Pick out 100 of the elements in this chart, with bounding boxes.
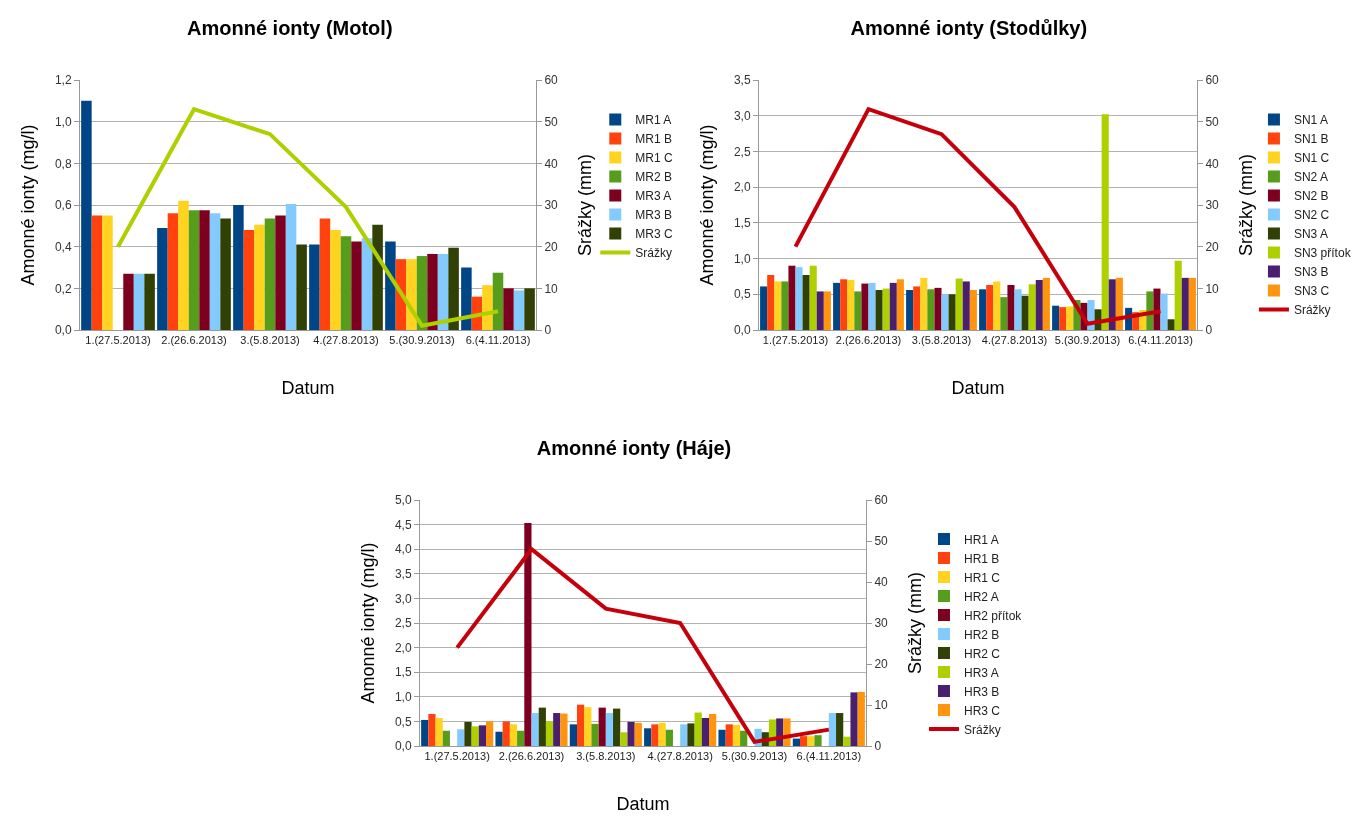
legend-label: SN1 C — [1293, 151, 1330, 166]
bar — [569, 724, 577, 746]
y-tick-label: 1,5 — [733, 216, 751, 231]
y-tick-label: 4,5 — [394, 517, 412, 532]
bar — [816, 291, 824, 330]
bar — [969, 290, 977, 330]
bar — [503, 288, 514, 330]
bar — [701, 717, 710, 746]
y-tick-label: 1,5 — [394, 665, 412, 680]
y-axis-title: Amonné ionty (mg/l) — [18, 124, 38, 286]
bar — [167, 213, 179, 330]
y-tick-label: 3,0 — [733, 108, 751, 123]
bar — [906, 290, 914, 330]
bar — [788, 265, 796, 330]
bar — [934, 287, 942, 330]
legend-label: Srážky — [963, 722, 1001, 737]
bar — [861, 283, 869, 330]
bar — [781, 281, 789, 330]
y-axis-title: Amonné ionty (mg/l) — [697, 124, 717, 286]
y-tick-label: 2,0 — [733, 180, 751, 195]
legend-label: HR3 C — [963, 703, 1001, 718]
bar — [1059, 307, 1067, 330]
bar — [854, 291, 862, 330]
y-tick-label: 0,0 — [394, 739, 412, 754]
legend-label: SN3 B — [1293, 265, 1329, 280]
y2-tick-label: 0 — [1205, 323, 1213, 338]
bar — [102, 215, 113, 330]
bar — [889, 282, 897, 330]
bar — [979, 289, 987, 330]
legend-label: SN3 C — [1293, 284, 1330, 299]
x-tick-label: 1.(27.5.2013) — [424, 750, 490, 763]
chart-title: Amonné ionty (Stodůlky) — [850, 17, 1088, 39]
bar — [1066, 306, 1074, 330]
bar — [1035, 280, 1043, 330]
bar — [524, 288, 535, 330]
bar — [792, 738, 800, 746]
legend-label: MR1 B — [635, 132, 672, 147]
x-tick-label: 4.(27.8.2013) — [313, 334, 379, 347]
bar — [1153, 288, 1161, 330]
x-tick-label: 2.(26.6.2013) — [835, 334, 902, 347]
x-tick-label: 1.(27.5.2013) — [85, 334, 151, 347]
bar — [1007, 285, 1015, 330]
legend-label: HR1 B — [963, 551, 1000, 566]
bar — [471, 726, 479, 746]
bar — [809, 265, 817, 330]
x-tick-label: 6.(4.11.2013) — [465, 334, 531, 347]
bar — [188, 210, 200, 330]
bar — [644, 728, 652, 746]
bar — [220, 218, 231, 330]
bar — [296, 244, 307, 330]
bar — [875, 290, 883, 330]
x-axis-title: Datum — [951, 378, 1005, 398]
y-tick-label: 2,5 — [394, 616, 412, 631]
bar — [442, 730, 450, 746]
y-axis-title: Amonné ionty (mg/l) — [358, 542, 378, 704]
legend-label: SN3 A — [1293, 227, 1328, 242]
y2-tick-label: 50 — [1205, 114, 1220, 129]
legend-label: HR2 B — [963, 627, 1000, 642]
line-series — [793, 107, 1163, 326]
y-tick-label: 0,5 — [394, 714, 412, 729]
x-tick-label: 3.(5.8.2013) — [911, 334, 972, 347]
bar — [718, 729, 726, 746]
bar — [502, 721, 510, 746]
y2-tick-label: 30 — [874, 616, 889, 631]
bar — [199, 210, 210, 330]
bar — [1014, 289, 1022, 330]
bar — [513, 290, 525, 330]
legend-label: SN3 přítok — [1293, 246, 1352, 261]
y-tick-label: 1,0 — [733, 251, 751, 266]
y2-tick-label: 40 — [874, 575, 889, 590]
legend-label: HR3 A — [963, 665, 999, 680]
y-tick-label: 5,0 — [394, 493, 412, 508]
x-axis-title: Datum — [616, 794, 670, 814]
legend-label: HR2 C — [963, 646, 1001, 661]
bar — [591, 723, 599, 746]
line-series — [455, 547, 831, 744]
bar — [1181, 277, 1189, 330]
bar — [658, 722, 666, 746]
bar — [524, 523, 532, 746]
bar — [385, 241, 396, 330]
bar — [309, 244, 320, 330]
y-tick-label: 1,0 — [54, 114, 72, 129]
bar — [233, 205, 244, 330]
y2-tick-label: 60 — [874, 493, 889, 508]
bar — [361, 238, 373, 330]
bar — [428, 714, 436, 746]
bar — [833, 282, 841, 330]
bar — [560, 713, 568, 746]
bar — [850, 692, 858, 746]
bar — [598, 707, 606, 746]
bar — [1160, 293, 1168, 330]
chart-title: Amonné ionty (Háje) — [536, 436, 732, 459]
bar — [576, 704, 585, 746]
bar — [687, 723, 695, 746]
y-tick-label: 3,5 — [394, 567, 412, 581]
bar — [802, 275, 810, 330]
bar — [814, 735, 822, 746]
legend-label: SN2 C — [1293, 208, 1330, 223]
x-axis-title: Datum — [281, 378, 335, 398]
chart-title: Amonné ionty (Motol) — [187, 17, 393, 39]
